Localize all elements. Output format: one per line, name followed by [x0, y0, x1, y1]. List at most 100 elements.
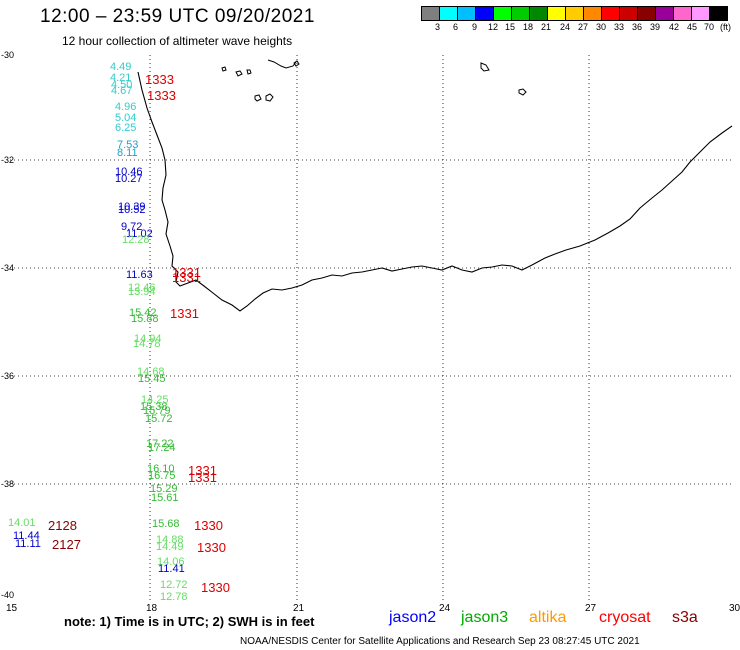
- color-scale-label: 9: [472, 22, 478, 32]
- color-scale: [421, 6, 728, 21]
- color-scale-label: 30: [596, 22, 607, 32]
- lat-tick-label: -32: [1, 155, 14, 165]
- color-scale-label: 36: [632, 22, 643, 32]
- swh-value: 11.44: [13, 530, 40, 542]
- time-tag: 1331: [172, 270, 201, 285]
- lon-tick-label: 24: [439, 603, 451, 614]
- color-swatch: [421, 6, 440, 21]
- swh-value: 17.22: [146, 438, 174, 450]
- swh-value: 11.63: [126, 269, 153, 281]
- color-scale-label: 24: [560, 22, 571, 32]
- island: [221, 66, 227, 72]
- color-swatch: [584, 6, 602, 21]
- swh-value: 14.06: [157, 556, 185, 568]
- color-swatch: [458, 6, 476, 21]
- coastline: [137, 71, 733, 312]
- color-scale-label: 15: [505, 22, 516, 32]
- lat-tick-label: -40: [1, 590, 14, 600]
- legend-item: cryosat: [599, 609, 651, 626]
- color-scale-label: 21: [541, 22, 552, 32]
- time-tag: 1333: [147, 88, 176, 103]
- swh-value: 15.88: [131, 313, 159, 325]
- swh-value: 8.11: [117, 147, 138, 159]
- swh-value: 5.04: [115, 112, 136, 124]
- footnote: note: 1) Time is in UTC; 2) SWH is in fe…: [64, 614, 315, 629]
- color-scale-label: 18: [523, 22, 534, 32]
- color-swatch: [692, 6, 710, 21]
- swh-value: 17.24: [148, 442, 176, 454]
- lon-tick-label: 15: [6, 603, 18, 614]
- island: [293, 60, 300, 67]
- island: [235, 70, 243, 77]
- swh-value: 10.27: [115, 173, 143, 185]
- lon-tick-label: 27: [585, 603, 597, 614]
- legend-item: s3a: [672, 609, 698, 626]
- lat-tick-label: -38: [1, 479, 14, 489]
- swh-value: 12.72: [160, 579, 188, 591]
- swh-value: 13.94: [128, 286, 156, 298]
- lat-tick-label: -30: [1, 50, 14, 60]
- swh-value: 12.28: [122, 234, 150, 246]
- color-swatch: [476, 6, 494, 21]
- lat-tick-label: -34: [1, 263, 14, 273]
- swh-value: 4.21: [110, 72, 131, 84]
- swh-value: 16.75: [148, 470, 176, 482]
- swh-value: 11.11: [15, 538, 41, 550]
- swh-value: 10.39: [118, 201, 146, 213]
- swh-value: 14.78: [133, 338, 161, 350]
- time-tag: 1330: [194, 518, 223, 533]
- color-scale-label: 3: [435, 22, 441, 32]
- color-swatch: [638, 6, 656, 21]
- swh-value: 10.46: [115, 166, 143, 178]
- swh-value: 15.38: [140, 401, 168, 413]
- color-swatch: [674, 6, 692, 21]
- swh-value: 7.53: [117, 139, 138, 151]
- swh-value: 14.88: [156, 534, 184, 546]
- color-swatch: [440, 6, 458, 21]
- swh-value: 11.41: [158, 563, 185, 575]
- color-scale-label: (ft): [720, 22, 731, 32]
- swh-value: 15.68: [152, 518, 180, 530]
- swh-value: 12.78: [160, 591, 188, 603]
- color-scale-label: 42: [669, 22, 680, 32]
- swh-value: 4.96: [115, 101, 136, 113]
- swh-value: 4.49: [110, 61, 131, 73]
- color-swatch: [566, 6, 584, 21]
- color-scale-label: 39: [650, 22, 661, 32]
- color-swatch: [512, 6, 530, 21]
- color-scale-label: 27: [578, 22, 589, 32]
- color-swatch: [530, 6, 548, 21]
- swh-value: 14.25: [141, 394, 169, 406]
- swh-value: 15.72: [145, 413, 173, 425]
- color-swatch: [548, 6, 566, 21]
- color-swatch: [710, 6, 728, 21]
- swh-value: 11.02: [126, 228, 153, 240]
- color-swatch: [602, 6, 620, 21]
- swh-value: 14.49: [156, 541, 184, 553]
- swh-value: 15.79: [143, 405, 171, 417]
- color-scale-label: 6: [453, 22, 459, 32]
- lon-tick-label: 30: [729, 603, 740, 614]
- time-tag: 1331: [170, 306, 199, 321]
- swh-value: 6.25: [115, 122, 136, 134]
- time-tag: 1333: [145, 72, 174, 87]
- color-scale-label: 45: [687, 22, 698, 32]
- page-subtitle: 12 hour collection of altimeter wave hei…: [62, 34, 293, 48]
- swh-value: 10.52: [118, 204, 146, 216]
- time-tag: 1331: [172, 265, 201, 280]
- page-title: 12:00 – 23:59 UTC 09/20/2021: [40, 6, 315, 27]
- color-swatch: [656, 6, 674, 21]
- legend-item: jason2: [389, 609, 437, 626]
- lon-tick-label: 18: [146, 603, 158, 614]
- swh-value: 15.42: [129, 307, 157, 319]
- color-swatch: [620, 6, 638, 21]
- observation-labels: 4.494.214.504.67 4.965.046.25 7.538.11 10.4…: [8, 61, 188, 603]
- swh-value: 14.68: [137, 366, 165, 378]
- color-scale-label: 12: [488, 22, 499, 32]
- time-tag: 1330: [197, 540, 226, 555]
- time-tag: 1331: [188, 463, 217, 478]
- island: [254, 94, 262, 102]
- swh-value: 9.72: [121, 221, 142, 233]
- swh-value: 4.50: [111, 79, 132, 91]
